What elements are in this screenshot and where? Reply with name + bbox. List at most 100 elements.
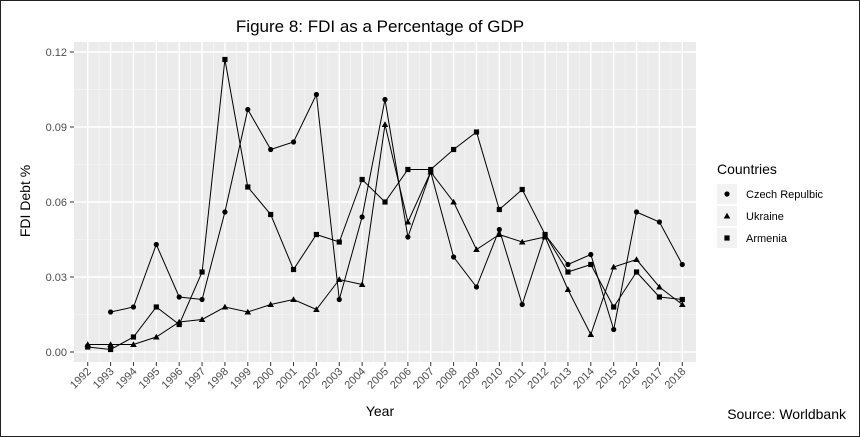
data-point [450, 198, 457, 205]
data-point [335, 276, 343, 282]
data-point [313, 231, 319, 238]
data-point [518, 238, 526, 245]
x-tick-label: 1993 [91, 366, 117, 392]
x-tick-label: 1998 [205, 366, 231, 392]
y-tick-label: 0.06 [46, 197, 67, 209]
data-point [359, 214, 365, 220]
data-point [359, 176, 365, 183]
data-point [336, 239, 342, 245]
data-point [290, 296, 297, 302]
data-point [473, 284, 480, 290]
legend-marker [724, 191, 730, 197]
data-point [610, 263, 617, 270]
x-tick-label: 2007 [411, 366, 437, 392]
data-point [313, 306, 320, 312]
data-point [519, 186, 525, 193]
data-point [633, 256, 640, 262]
data-point [633, 209, 640, 215]
data-point [244, 308, 252, 315]
legend-label: Czech Repulbic [746, 189, 824, 201]
x-tick-label: 2014 [571, 366, 597, 392]
data-point [130, 341, 137, 347]
data-point [588, 261, 594, 268]
data-point [382, 96, 388, 103]
data-point [656, 219, 663, 225]
y-axis-ticks: 0.00 0.03 0.06 0.09 0.12 [46, 47, 74, 359]
data-point [268, 211, 274, 218]
legend-label: Ukraine [746, 211, 784, 223]
data-point [496, 226, 502, 233]
series-line [110, 92, 683, 330]
data-point [656, 294, 663, 300]
data-point [679, 296, 685, 303]
x-tick-label: 2008 [434, 366, 460, 392]
data-point [290, 266, 297, 273]
data-point [473, 129, 480, 135]
x-tick-label: 1996 [160, 366, 186, 392]
data-point [290, 139, 297, 145]
data-point [198, 316, 206, 322]
x-tick-label: 2001 [274, 366, 300, 392]
data-point [107, 341, 114, 347]
data-point [336, 296, 342, 303]
data-point [358, 281, 366, 287]
data-point [473, 246, 480, 252]
x-axis-ticks: 1992199319941995199619971998199920002001… [68, 362, 688, 391]
data-point [611, 304, 617, 310]
data-series [84, 56, 686, 353]
data-point [130, 304, 137, 310]
x-tick-label: 2017 [640, 366, 666, 392]
y-tick-label: 0.03 [46, 272, 67, 284]
source-note: Source: Worldbank [727, 406, 846, 422]
legend-title: Countries [717, 161, 777, 177]
legend-item: Czech Repulbic [717, 184, 824, 204]
x-tick-label: 1997 [182, 366, 208, 392]
x-tick-label: 2010 [480, 366, 506, 392]
x-tick-label: 2013 [548, 366, 574, 392]
data-point [222, 209, 228, 215]
data-point [656, 283, 663, 290]
data-point [382, 199, 388, 205]
data-point [565, 269, 571, 275]
data-point [107, 346, 114, 353]
x-tick-label: 1999 [228, 366, 254, 392]
y-tick-label: 0.09 [46, 122, 67, 134]
y-tick-label: 0.00 [46, 347, 67, 359]
data-point [565, 261, 571, 268]
data-point [221, 303, 229, 310]
data-point [176, 321, 182, 328]
x-tick-label: 2003 [320, 366, 346, 392]
x-tick-label: 2005 [365, 366, 391, 392]
data-point [85, 344, 91, 350]
data-point [564, 286, 572, 292]
data-point [153, 304, 159, 310]
x-tick-label: 2012 [525, 366, 551, 392]
y-tick-label: 0.12 [46, 47, 67, 59]
data-point [405, 166, 411, 173]
legend-item: Armenia [717, 228, 788, 248]
x-tick-label: 1994 [114, 366, 140, 392]
data-point [199, 269, 205, 275]
data-point [153, 333, 160, 340]
x-tick-label: 2016 [617, 366, 643, 392]
x-tick-label: 2009 [457, 366, 483, 392]
data-point [313, 91, 319, 98]
chart-title: Figure 8: FDI as a Percentage of GDP [236, 17, 524, 36]
data-point [381, 121, 389, 127]
data-point [245, 106, 251, 113]
x-tick-label: 2015 [594, 366, 620, 392]
data-point [496, 231, 503, 237]
y-axis-title: FDI Debt % [17, 165, 33, 237]
data-point [451, 254, 457, 260]
data-point [428, 166, 434, 173]
series-square [85, 56, 685, 353]
data-point [611, 326, 617, 333]
x-tick-label: 2004 [342, 366, 368, 392]
legend-marker [724, 235, 730, 241]
data-point [176, 294, 182, 300]
legend-label: Armenia [746, 233, 788, 245]
legend-items: Czech Repulbic Ukraine Armenia [717, 184, 824, 248]
data-point [222, 56, 228, 63]
data-point [542, 231, 548, 238]
